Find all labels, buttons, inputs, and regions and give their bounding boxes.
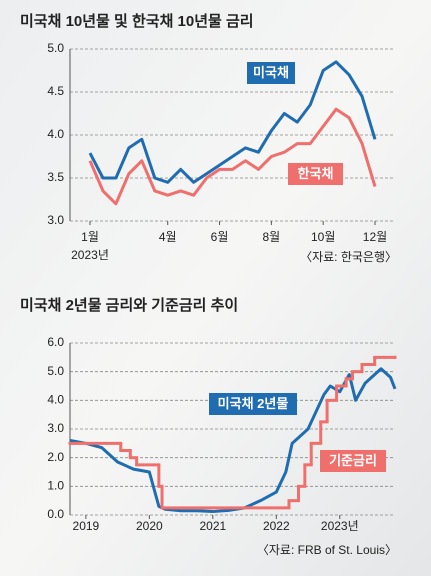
y-tick-label: 2.0 — [47, 450, 64, 464]
x-tick-label: 4월 — [159, 230, 177, 244]
series-label: 미국채 2년물 — [218, 396, 289, 411]
y-tick-label: 4.0 — [47, 393, 64, 407]
x-tick-label: 2019 — [73, 519, 100, 533]
x-tick-label: 1월 — [81, 230, 99, 244]
series-label-box — [288, 163, 343, 185]
y-tick-label: 3.0 — [47, 213, 64, 227]
y-tick-label: 1.0 — [47, 479, 64, 493]
source: 〈자료: 한국은행〉 — [300, 249, 397, 264]
series-line — [88, 60, 377, 184]
y-tick-label: 3.0 — [47, 421, 64, 435]
x-tick-label: 10월 — [311, 230, 335, 244]
chart-title: 미국채 10년물 및 한국채 10년물 금리 — [20, 12, 254, 30]
y-tick-label: 5.0 — [47, 364, 64, 378]
series-label-box — [247, 62, 295, 84]
chart-title: 미국채 2년물 금리와 기준금리 추이 — [20, 296, 238, 314]
x-tick-label: 2022 — [263, 519, 290, 533]
y-tick-label: 4.0 — [47, 127, 64, 141]
x-tick-label: 6월 — [211, 230, 229, 244]
source: 〈자료: FRB of St. Louis〉 — [257, 543, 397, 557]
series-line — [69, 367, 397, 514]
series-label: 한국채 — [298, 166, 334, 181]
series-label-box — [320, 450, 386, 472]
year-label: 2023년 — [71, 248, 109, 262]
x-tick-label: 2021 — [199, 519, 226, 533]
x-tick-label: 2020 — [136, 519, 163, 533]
x-tick-label: 12월 — [363, 230, 387, 244]
y-tick-label: 0.0 — [47, 507, 64, 521]
y-tick-label: 5.0 — [47, 41, 64, 55]
series-label: 기준금리 — [329, 453, 377, 468]
series-line — [88, 107, 377, 206]
y-tick-label: 3.5 — [47, 170, 64, 184]
x-tick-label: 2023년 — [321, 519, 359, 533]
x-tick-label: 8월 — [263, 230, 281, 244]
series-label: 미국채 — [253, 65, 289, 80]
y-tick-label: 6.0 — [47, 335, 64, 349]
series-label-box — [209, 393, 297, 415]
y-tick-label: 4.5 — [47, 84, 64, 98]
